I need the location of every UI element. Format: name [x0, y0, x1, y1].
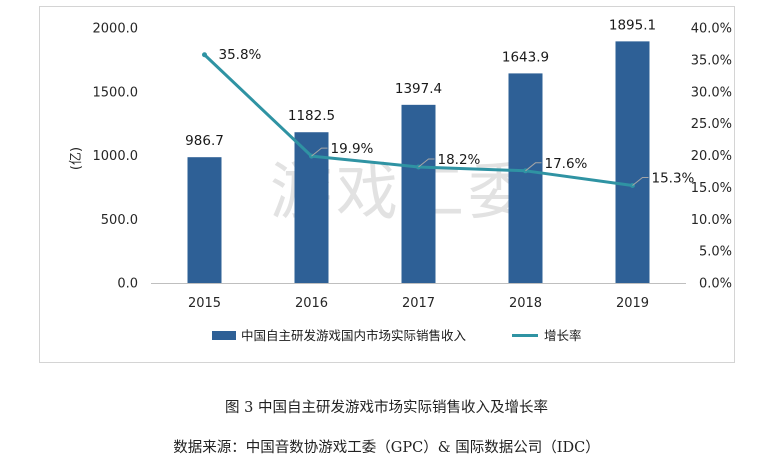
y2-tick-label: 35.0%	[691, 53, 732, 68]
legend-swatch-bar	[212, 331, 236, 340]
x-tick-label: 2019	[616, 296, 649, 311]
leader-line	[632, 176, 649, 186]
leader-line	[525, 162, 542, 172]
y-axis-label: (亿)	[69, 147, 84, 170]
bar-data-label: 1182.5	[288, 108, 335, 124]
line-data-label: 17.6%	[545, 156, 588, 172]
y2-tick-label: 25.0%	[691, 117, 732, 132]
y2-tick-label: 30.0%	[691, 85, 732, 100]
figure-caption: 图 3 中国自主研发游戏市场实际销售收入及增长率	[225, 400, 548, 416]
y-tick-label: 2000.0	[93, 22, 139, 37]
y2-tick-label: 20.0%	[691, 149, 732, 164]
leader-line	[311, 147, 328, 157]
bar	[401, 104, 436, 283]
y-tick-label: 1000.0	[93, 149, 139, 164]
x-tick-label: 2016	[295, 296, 328, 311]
x-tick-label: 2017	[402, 296, 435, 311]
growth-rate-point	[202, 52, 207, 58]
legend-label-bar: 中国自主研发游戏国内市场实际销售收入	[241, 328, 467, 343]
line-data-label: 19.9%	[331, 141, 374, 157]
x-tick-label: 2015	[188, 296, 221, 311]
leader-line	[418, 158, 435, 168]
bar-data-label: 1397.4	[395, 81, 442, 97]
combo-chart: 游戏工委 0.0500.01000.01500.02000.00.0%5.0%1…	[69, 17, 732, 343]
bar	[187, 157, 222, 283]
y-tick-label: 0.0	[117, 277, 138, 292]
bar-data-label: 1643.9	[502, 49, 549, 65]
y2-tick-label: 0.0%	[699, 277, 732, 292]
line-data-label: 15.3%	[652, 170, 695, 186]
bar-data-label: 986.7	[185, 133, 224, 149]
chart-frame: 游戏工委 0.0500.01000.01500.02000.00.0%5.0%1…	[39, 6, 735, 363]
data-source-note: 数据来源：中国音数协游戏工委（GPC）& 国际数据公司（IDC）	[173, 440, 600, 456]
line-data-label: 35.8%	[219, 47, 262, 63]
bar	[615, 41, 650, 283]
bar	[508, 73, 543, 284]
bar-data-label: 1895.1	[609, 17, 656, 33]
y2-tick-label: 10.0%	[691, 213, 732, 228]
x-tick-label: 2018	[509, 296, 542, 311]
legend-label-line: 增长率	[544, 328, 582, 343]
y2-tick-label: 5.0%	[699, 245, 732, 260]
y2-tick-label: 40.0%	[691, 22, 732, 37]
y-tick-label: 1500.0	[93, 85, 139, 100]
y2-tick-label: 15.0%	[691, 181, 732, 196]
line-data-label: 18.2%	[438, 152, 481, 168]
y-tick-label: 500.0	[101, 213, 138, 228]
